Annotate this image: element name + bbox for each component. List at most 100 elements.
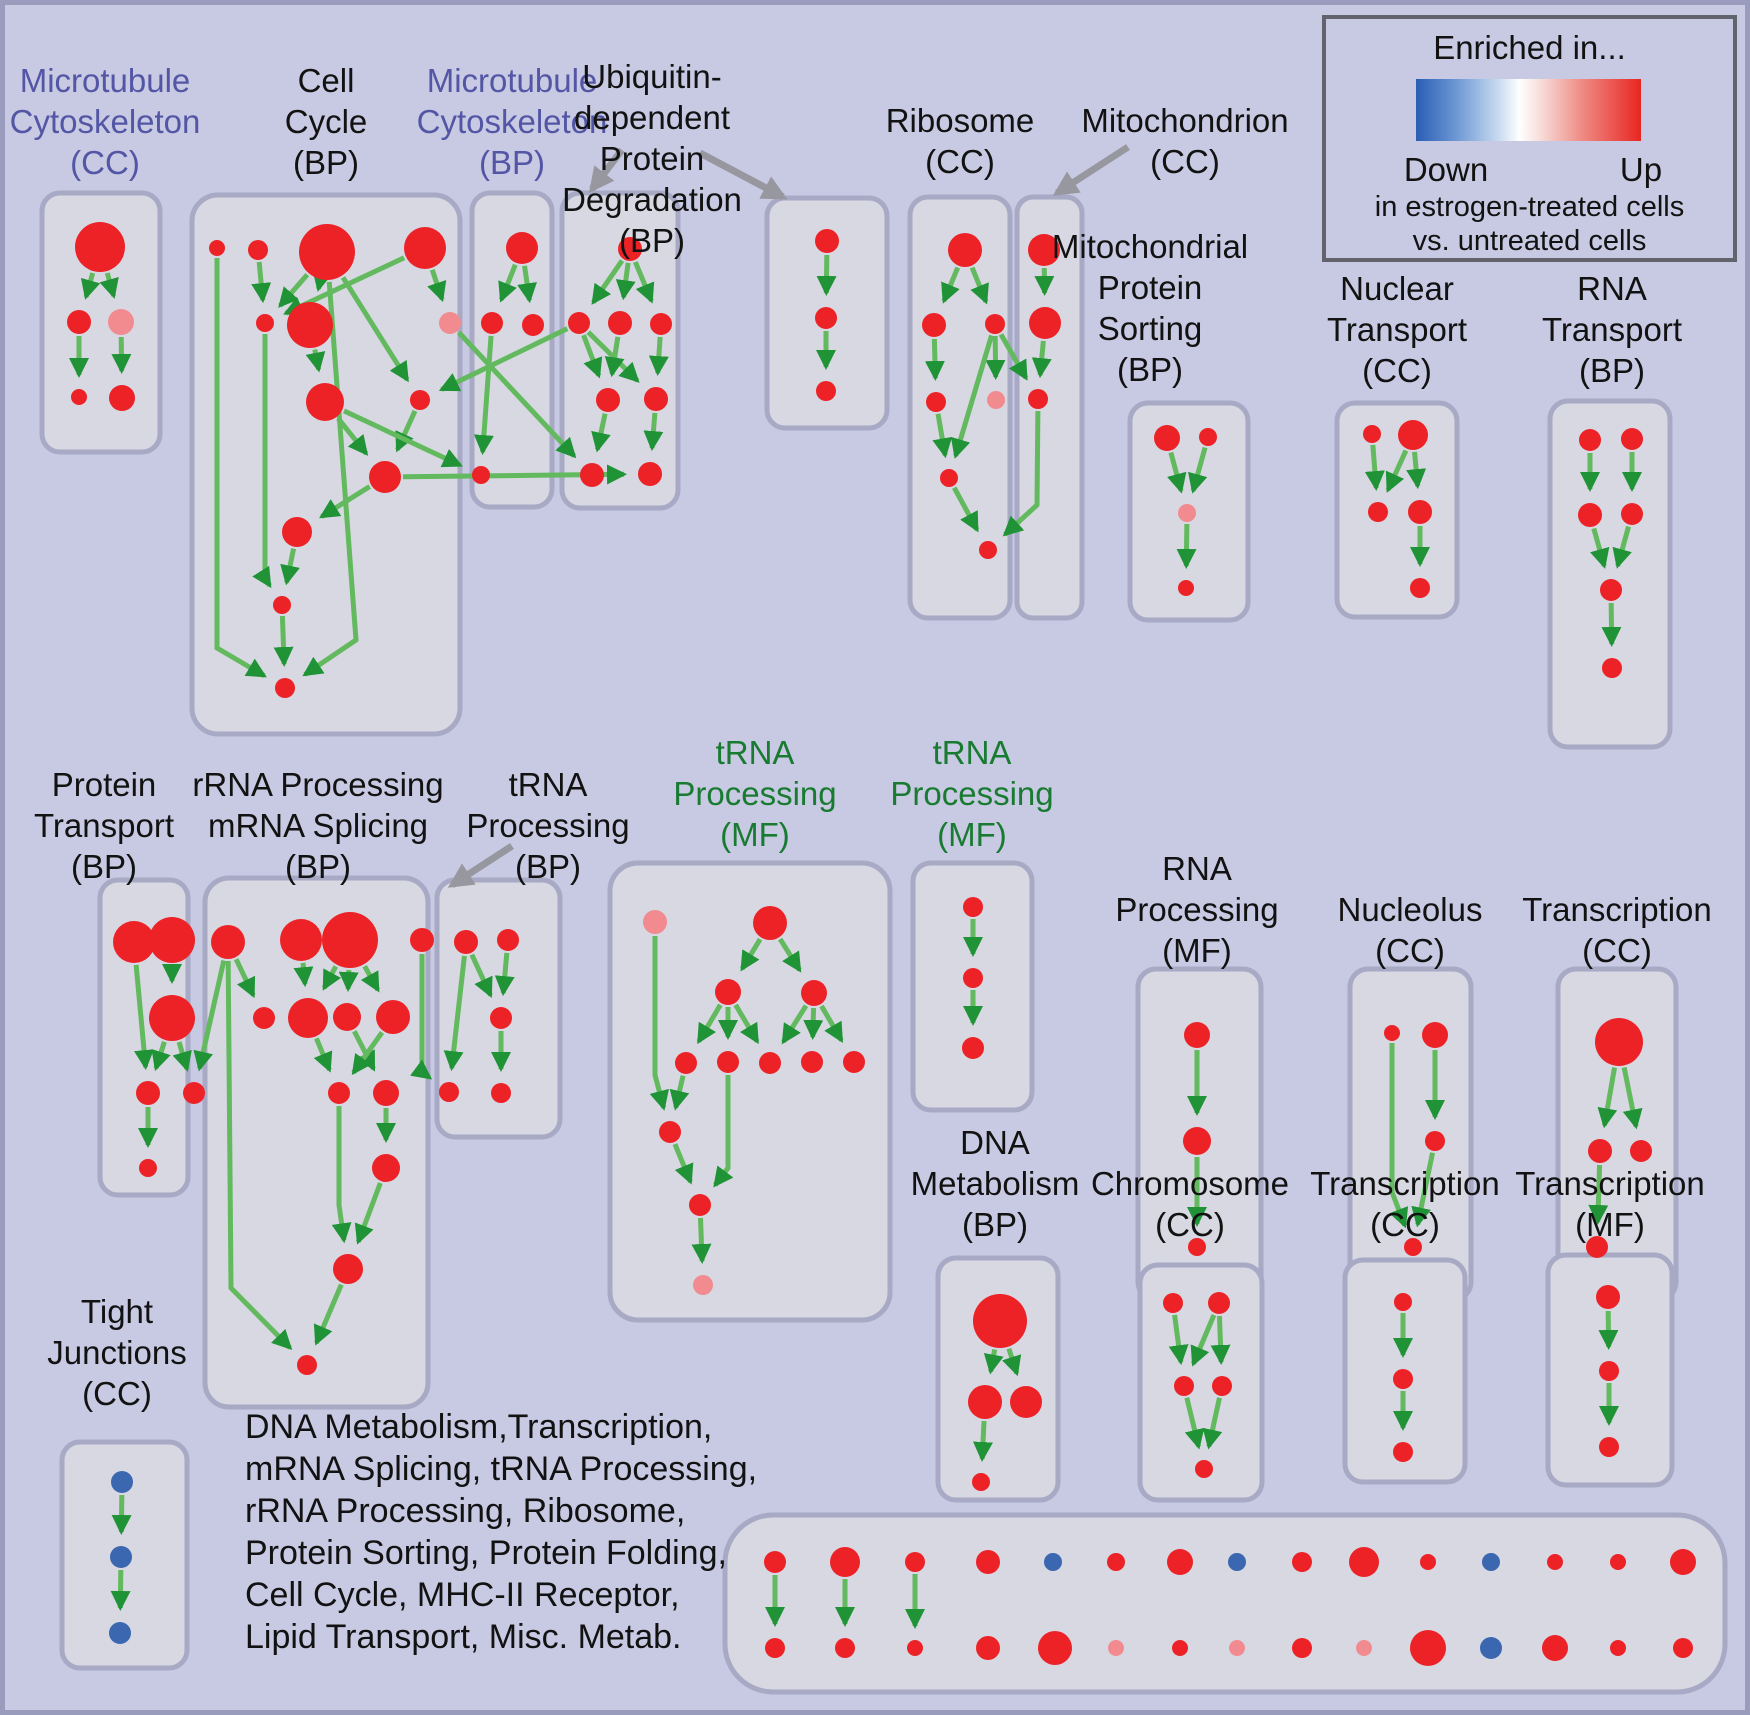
- legend-gradient-bar: [1416, 79, 1641, 141]
- node-pt6: [139, 1159, 157, 1177]
- node-lb13b: [1542, 1635, 1568, 1661]
- node-lb1b: [765, 1638, 785, 1658]
- edge-ub1-ub4: [633, 260, 655, 304]
- node-tm9: [843, 1051, 865, 1073]
- edge-rr11-rr12: [354, 1182, 383, 1245]
- node-nt1: [1363, 425, 1381, 443]
- edge-dm1-dm3: [1002, 1347, 1022, 1377]
- node-ub6: [644, 387, 668, 411]
- edge-tb2-tb3: [494, 952, 515, 997]
- node-rb3: [985, 314, 1005, 334]
- node-lb12t: [1482, 1553, 1500, 1571]
- node-ub2: [568, 312, 590, 334]
- node-rr6: [288, 998, 328, 1038]
- node-ub4: [650, 313, 672, 335]
- edge-rb4-rb6: [932, 413, 953, 459]
- node-nu4: [1404, 1238, 1422, 1256]
- node-lb15t: [1670, 1549, 1696, 1575]
- node-tb2: [497, 929, 519, 951]
- label-cell-cycle-bp: Cell Cycle (BP): [284, 62, 368, 181]
- label-chromosome-cc: Chromosome (CC): [1090, 1165, 1290, 1243]
- edge-ub6-ub8: [643, 412, 664, 452]
- edge-cc1-cc13: [214, 258, 267, 678]
- edge-ch3-ch5: [1184, 1397, 1205, 1450]
- node-lb6b: [1108, 1640, 1124, 1656]
- node-nt2: [1398, 420, 1428, 450]
- edge-nt2-nt3: [1385, 449, 1409, 493]
- edge-ch1-ch3: [1168, 1314, 1189, 1366]
- node-t22: [1393, 1369, 1413, 1389]
- edge-mb2-mb4: [473, 335, 494, 456]
- node-cc8: [306, 383, 344, 421]
- node-ms1: [1154, 425, 1180, 451]
- edge-rr3-rr8: [360, 964, 381, 993]
- node-rt4: [1621, 503, 1643, 525]
- node-tm4: [801, 980, 827, 1006]
- node-pt5: [183, 1082, 205, 1104]
- node-mt1: [1028, 234, 1060, 266]
- node-tm11: [689, 1194, 711, 1216]
- edge-tm5-tm10: [669, 1075, 690, 1111]
- node-tm12: [693, 1275, 713, 1295]
- node-ub5: [596, 388, 620, 412]
- edge-rb1-rb3: [969, 266, 989, 305]
- node-rr3: [322, 912, 378, 968]
- node-cc10: [369, 461, 401, 493]
- misc-groups-text-block: DNA Metabolism,Transcription, mRNA Splici…: [245, 1408, 758, 1656]
- node-lb5b: [1038, 1631, 1072, 1665]
- node-lb6t: [1107, 1553, 1125, 1571]
- legend-up-label: Up: [1619, 151, 1663, 188]
- node-mb4: [472, 466, 490, 484]
- edge-mc1-mc3: [99, 272, 119, 299]
- node-uv3: [816, 381, 836, 401]
- legend-title: Enriched in...: [1433, 29, 1626, 66]
- legend-down-label: Down: [1403, 151, 1489, 188]
- node-lb7t: [1167, 1549, 1193, 1575]
- node-rt3: [1578, 503, 1602, 527]
- label-transcription-mf: Transcription (MF): [1515, 1165, 1705, 1243]
- node-lb13t: [1547, 1554, 1563, 1570]
- node-cc4: [404, 227, 446, 269]
- node-t23: [1393, 1442, 1413, 1462]
- edge-rr3-rr7: [338, 969, 359, 993]
- edge-rr2-rr6: [293, 962, 314, 988]
- edge-tm10-tm11: [672, 1143, 694, 1185]
- label-nucleolus-cc: Nucleolus (CC): [1337, 891, 1483, 969]
- edge-cc8-mb4: [342, 408, 463, 468]
- edge-mb1-mb2: [498, 263, 518, 303]
- label-rna-processing-mf: RNA Processing (MF): [1115, 850, 1279, 969]
- label-trna-processing-mf-1: tRNA Processing (MF): [673, 734, 837, 853]
- node-rp1: [1184, 1022, 1210, 1048]
- node-rb5: [987, 391, 1005, 409]
- edge-rt4-rt5: [1612, 525, 1632, 569]
- edge-rr3-rr6: [321, 965, 341, 991]
- arrow-to-ubiquitin-left-box: [588, 147, 625, 193]
- edge-rb6-rb7: [952, 486, 980, 533]
- edge-tc1-tc3: [1621, 1066, 1643, 1130]
- label-transcription-cc-bottom: Transcription (CC): [1310, 1165, 1500, 1243]
- node-pt2: [149, 917, 195, 963]
- edge-tm11-tm12: [691, 1217, 712, 1265]
- node-rr8: [376, 1000, 410, 1034]
- node-lb9b: [1292, 1638, 1312, 1658]
- arrow-to-trna-bp-box: [447, 843, 514, 888]
- node-pt4: [136, 1081, 160, 1105]
- edge-ch2-ch3: [1190, 1314, 1217, 1367]
- edge-nt2-nt4: [1406, 451, 1427, 490]
- node-mc1: [75, 222, 125, 272]
- edge-rb3-rb5: [985, 335, 1006, 381]
- node-rr12: [333, 1254, 363, 1284]
- node-cc13: [275, 678, 295, 698]
- node-rb6: [940, 469, 958, 487]
- node-tb5: [491, 1083, 511, 1103]
- label-ubiquitin-dependent-protein-degradation-bp: Ubiquitin-dependent Protein Degradation (BP…: [562, 58, 742, 259]
- node-cc3: [299, 224, 355, 280]
- node-mb1: [506, 232, 538, 264]
- label-ribosome-cc: Ribosome (CC): [885, 102, 1035, 180]
- edge-ms3-ms4: [1176, 523, 1197, 570]
- node-mb2: [481, 312, 503, 334]
- node-rb2: [922, 313, 946, 337]
- node-ms3: [1178, 504, 1196, 522]
- label-rna-transport-bp: RNA Transport (BP): [1542, 270, 1682, 389]
- node-rb7: [979, 541, 997, 559]
